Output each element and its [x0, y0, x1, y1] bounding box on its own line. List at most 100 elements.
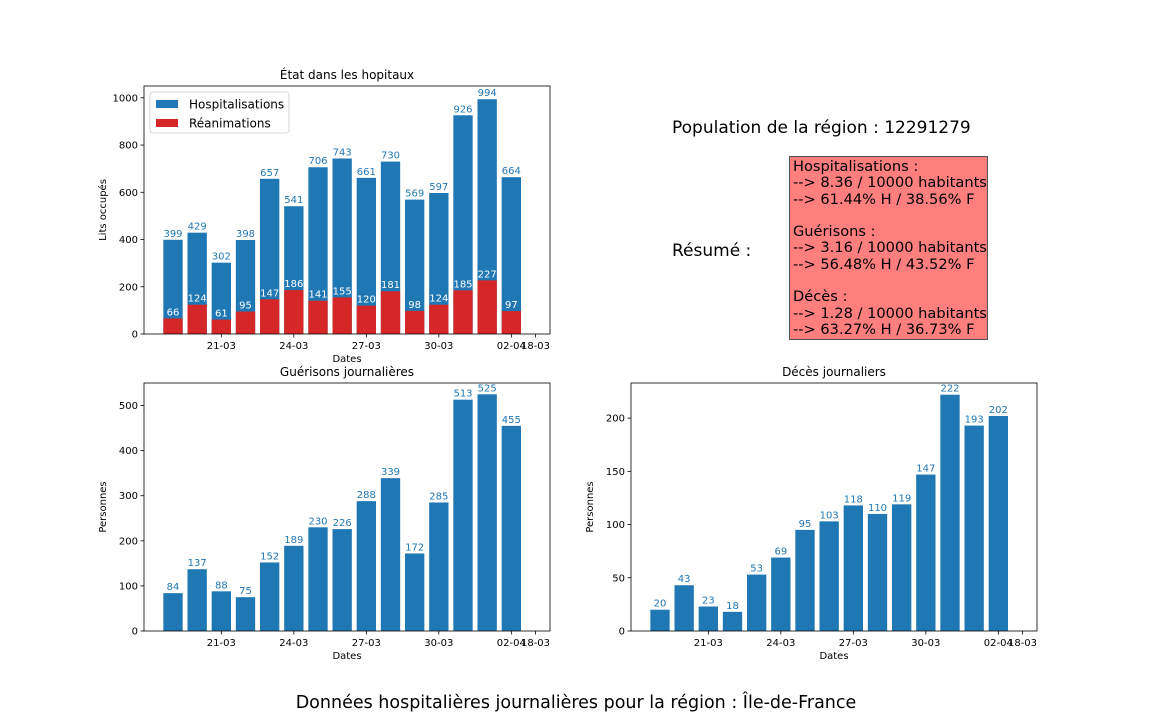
y-tick-label-guerisons-500: 500: [119, 401, 138, 412]
bar-etat-s0-3: [235, 239, 256, 334]
bar-deces-s0-7: [819, 521, 839, 631]
y-tick-label-guerisons-400: 400: [119, 446, 138, 457]
plot-frame-guerisons: [143, 382, 551, 632]
bar-etat-s0-7: [332, 158, 352, 334]
y-tick-label-guerisons-300: 300: [119, 491, 138, 502]
chart-etat: 399 429 302 398 657 541 706 743 661 730 569 597 926 9…: [97, 67, 551, 365]
hosp-rate: --> 8.36 / 10000 habitants: [793, 174, 987, 192]
deces-heading: Décès :: [793, 288, 848, 306]
y-tick-label-etat-600: 600: [119, 188, 138, 199]
legend-label-0: Hospitalisations: [189, 98, 284, 112]
data-label-guerisons-s0-13: 525: [478, 383, 497, 394]
data-label-etat-s1-7: 155: [333, 286, 352, 297]
data-label-etat-s0-11: 597: [429, 182, 448, 193]
data-label-guerisons-s0-6: 230: [308, 516, 327, 527]
bar-etat-s0-0: [163, 239, 183, 334]
bar-deces-s0-12: [940, 394, 960, 631]
bar-etat-s1-0: [163, 318, 183, 334]
data-label-guerisons-s0-7: 226: [333, 518, 352, 529]
deces-split: --> 63.27% H / 36.73% F: [793, 320, 975, 338]
legend-box: [149, 91, 290, 134]
data-label-etat-s0-6: 706: [308, 156, 327, 167]
data-label-etat-s0-12: 926: [453, 104, 472, 115]
data-label-etat-s1-13: 227: [478, 269, 497, 280]
x-tick-label-deces-5: 18-03: [1008, 638, 1037, 649]
data-label-etat-s0-0: 399: [163, 229, 182, 240]
bar-deces-s0-6: [795, 529, 815, 631]
bar-guerisons-s0-14: [501, 425, 521, 631]
x-tick-label-guerisons-4: 02-04: [497, 638, 526, 649]
bar-deces-s0-13: [964, 425, 984, 631]
x-tick-label-guerisons-2: 27-03: [352, 638, 381, 649]
x-axis-label-guerisons: Dates: [332, 651, 361, 662]
data-label-etat-s0-7: 743: [333, 148, 352, 159]
guerisons-split: --> 56.48% H / 43.52% F: [793, 255, 975, 273]
x-tick-label-deces-3: 30-03: [911, 638, 940, 649]
data-label-etat-s1-5: 186: [284, 279, 303, 290]
data-label-deces-s0-8: 118: [844, 494, 863, 505]
bar-deces-s0-3: [722, 611, 743, 631]
bar-etat-s0-11: [429, 192, 449, 334]
bar-deces-s0-2: [698, 606, 718, 631]
chart-title-etat: État dans les hopitaux: [280, 67, 414, 82]
bar-guerisons-s0-5: [284, 545, 304, 631]
y-tick-label-deces-150: 150: [606, 467, 625, 478]
population-title: Population de la région : 12291279: [672, 118, 971, 138]
data-label-guerisons-s0-4: 152: [260, 551, 279, 562]
chart-deces: 20 43 23 18 53 69 95 103 118 110 119 147 222 193 202 0 5…: [585, 365, 1038, 662]
data-label-deces-s0-11: 147: [916, 464, 935, 475]
data-label-etat-s0-13: 994: [478, 88, 497, 99]
bar-guerisons-s0-6: [308, 527, 328, 631]
deces-rate: --> 1.28 / 10000 habitants: [793, 304, 987, 322]
data-label-guerisons-s0-11: 285: [429, 491, 448, 502]
x-tick-label-deces-4: 02-04: [984, 638, 1013, 649]
data-label-deces-s0-0: 20: [654, 599, 667, 610]
bar-deces-s0-8: [843, 505, 863, 631]
data-label-etat-s1-9: 181: [381, 280, 400, 291]
data-label-etat-s1-4: 147: [260, 288, 279, 299]
data-label-etat-s1-10: 98: [408, 300, 421, 311]
data-label-etat-s0-4: 657: [260, 168, 279, 179]
y-axis-label-deces: Personnes: [585, 481, 596, 532]
bar-etat-s1-12: [453, 290, 473, 334]
bar-guerisons-s0-3: [235, 597, 256, 631]
data-label-deces-s0-9: 110: [868, 503, 887, 514]
data-label-etat-s1-2: 61: [215, 309, 228, 320]
data-label-guerisons-s0-5: 189: [284, 535, 303, 546]
x-tick-label-etat-0: 21-03: [207, 341, 236, 352]
y-tick-label-guerisons-0: 0: [132, 627, 138, 638]
bar-etat-s1-10: [405, 310, 425, 334]
bar-deces-s0-9: [867, 513, 888, 631]
x-axis-label-deces: Dates: [819, 651, 848, 662]
plot-frame-deces: [630, 382, 1038, 632]
plot-frame-etat: [143, 85, 551, 335]
data-label-etat-s0-9: 730: [381, 151, 400, 162]
data-label-etat-s0-5: 541: [284, 195, 303, 206]
data-label-deces-s0-2: 23: [702, 596, 715, 607]
x-tick-label-etat-5: 18-03: [521, 341, 550, 352]
y-tick-label-deces-100: 100: [606, 520, 625, 531]
resume-label: Résumé :: [672, 241, 752, 261]
hosp-split: --> 61.44% H / 38.56% F: [793, 190, 975, 208]
data-label-etat-s1-1: 124: [188, 294, 207, 305]
bar-deces-s0-11: [916, 474, 936, 631]
y-tick-label-deces-50: 50: [612, 573, 625, 584]
y-tick-label-etat-400: 400: [119, 235, 138, 246]
bar-etat-s1-9: [380, 291, 401, 334]
legend-swatch-0: [156, 100, 178, 108]
bar-etat-s1-2: [211, 319, 231, 334]
data-label-etat-s1-8: 120: [357, 295, 376, 306]
y-tick-label-deces-200: 200: [606, 414, 625, 425]
bar-guerisons-s0-8: [356, 501, 376, 631]
data-label-guerisons-s0-2: 88: [215, 580, 228, 591]
data-label-deces-s0-12: 222: [940, 384, 959, 395]
y-tick-label-etat-800: 800: [119, 141, 138, 152]
y-tick-label-deces-0: 0: [619, 627, 625, 638]
data-label-deces-s0-4: 53: [750, 564, 763, 575]
x-axis-label-etat: Dates: [332, 354, 361, 365]
data-label-guerisons-s0-10: 172: [405, 542, 424, 553]
bar-etat-s0-14: [501, 177, 521, 334]
bar-etat-s1-3: [235, 311, 256, 334]
legend-label-1: Réanimations: [189, 117, 271, 131]
